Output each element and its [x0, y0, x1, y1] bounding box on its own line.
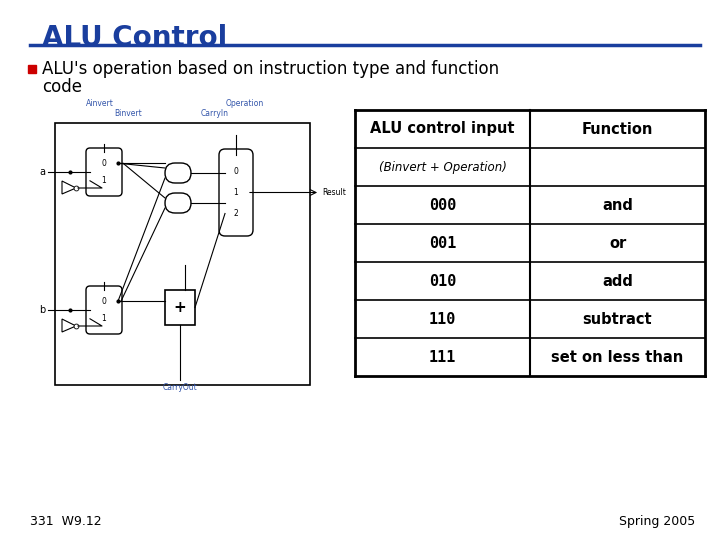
Text: and: and — [602, 198, 633, 213]
Bar — [165, 290, 195, 325]
Text: CarryIn: CarryIn — [201, 109, 229, 118]
Text: a: a — [39, 167, 45, 177]
Text: Binvert: Binvert — [114, 109, 142, 118]
Text: 2: 2 — [233, 209, 238, 218]
Text: 110: 110 — [429, 312, 456, 327]
Bar — [355, 110, 705, 376]
FancyBboxPatch shape — [86, 148, 122, 196]
Text: 010: 010 — [429, 273, 456, 288]
Text: or: or — [609, 235, 626, 251]
Text: Spring 2005: Spring 2005 — [618, 515, 695, 528]
Text: code: code — [42, 78, 82, 96]
Text: ALU Control: ALU Control — [42, 24, 228, 52]
Text: ALU control input: ALU control input — [370, 122, 515, 137]
Text: 1: 1 — [102, 314, 107, 323]
Text: 000: 000 — [429, 198, 456, 213]
Text: add: add — [602, 273, 633, 288]
FancyBboxPatch shape — [165, 163, 191, 183]
FancyBboxPatch shape — [165, 193, 191, 213]
Text: Function: Function — [582, 122, 653, 137]
Text: 0: 0 — [102, 159, 107, 168]
Text: subtract: subtract — [582, 312, 652, 327]
FancyBboxPatch shape — [219, 149, 253, 236]
Text: 0: 0 — [233, 167, 238, 176]
FancyBboxPatch shape — [86, 286, 122, 334]
Bar — [55, 123, 310, 385]
Text: +: + — [174, 300, 186, 315]
Text: 001: 001 — [429, 235, 456, 251]
Text: 1: 1 — [102, 176, 107, 185]
Text: set on less than: set on less than — [552, 349, 683, 364]
Text: 111: 111 — [429, 349, 456, 364]
Text: ALU's operation based on instruction type and function: ALU's operation based on instruction typ… — [42, 60, 499, 78]
Polygon shape — [62, 181, 76, 194]
Text: Result: Result — [322, 188, 346, 197]
Text: b: b — [39, 305, 45, 315]
Text: 331  W9.12: 331 W9.12 — [30, 515, 102, 528]
Text: Ainvert: Ainvert — [86, 99, 114, 108]
Text: (Binvert + Operation): (Binvert + Operation) — [379, 160, 506, 173]
Polygon shape — [62, 319, 76, 332]
Text: Operation: Operation — [226, 99, 264, 108]
Text: 1: 1 — [233, 188, 238, 197]
Bar — [28, 65, 36, 73]
Text: 0: 0 — [102, 296, 107, 306]
Text: CarryOut: CarryOut — [163, 383, 197, 392]
